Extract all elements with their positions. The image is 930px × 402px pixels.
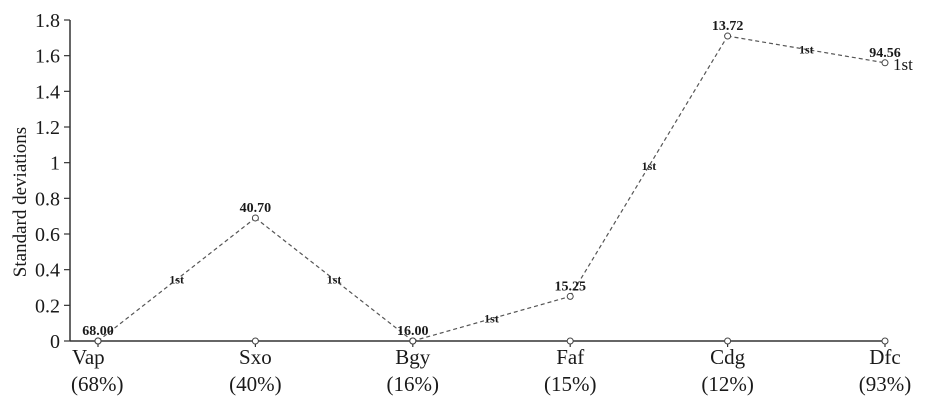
series-segment [255,217,414,342]
x-tick-sublabel: (68%) [71,372,123,396]
segment-label: 1st [642,159,657,173]
series-end-label: 1st [893,55,913,74]
series-segment [727,35,886,64]
x-tick-label: Sxo [239,345,272,369]
x-tick-sublabel: (40%) [229,372,281,396]
baseline-marker [881,337,889,345]
data-label: 13.72 [712,19,744,34]
y-ticks: 0 0.2 0.4 0.6 0.8 1 1.2 1.4 1.6 1.8 [35,10,70,353]
data-point [724,32,732,40]
x-tick-sublabel: (15%) [544,372,596,396]
y-tick-label: 0.4 [35,260,60,282]
x-tick-label: Dfc [869,345,900,369]
x-tick-sublabel: (93%) [859,372,911,396]
data-label: 16.00 [397,324,429,339]
segment-label: 1st [327,272,342,286]
data-point [251,214,259,222]
data-label: 40.70 [240,201,272,216]
y-tick-label: 1.8 [35,10,60,32]
y-tick-label: 0 [50,331,60,353]
series-layer [94,32,889,345]
baseline-marker [566,337,574,345]
x-tick-sublabel: (16%) [387,372,439,396]
y-tick-label: 1.4 [35,81,60,103]
segment-label: 1st [484,312,499,326]
baseline-marker [724,337,732,345]
x-tick-sublabel: (12%) [701,372,753,396]
x-tick-label: Faf [556,345,584,369]
x-tick-label: Cdg [710,345,746,369]
segment-label: 1st [169,272,184,286]
data-label: 94.56 [869,46,901,61]
y-tick-label: 1.2 [35,117,60,139]
segment-label: 1st [799,42,814,56]
series-segment [97,217,256,342]
y-tick-label: 0.6 [35,224,60,246]
series-segment [569,35,729,297]
y-tick-label: 0.2 [35,295,60,317]
baseline-marker [251,337,259,345]
data-point [409,337,417,345]
y-axis-title: Standard deviations [10,127,31,277]
data-label: 15.25 [554,279,586,294]
y-tick-label: 0.8 [35,188,60,210]
y-tick-label: 1 [50,153,60,175]
data-label: 68.00 [82,324,114,339]
series-segment [412,295,571,342]
axes [69,20,885,342]
x-ticks: Vap (68%) Sxo (40%) Bgy (16%) Faf (15%) Cdg (12%)… [71,341,911,396]
data-point [566,292,574,300]
x-tick-label: Vap [72,345,105,369]
x-tick-label: Bgy [395,345,431,369]
data-point [881,59,889,67]
y-tick-label: 1.6 [35,46,60,68]
data-point [94,337,102,345]
